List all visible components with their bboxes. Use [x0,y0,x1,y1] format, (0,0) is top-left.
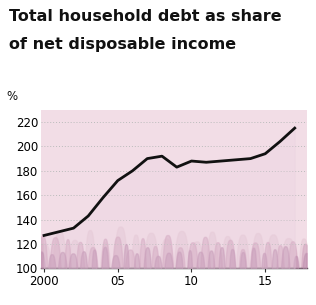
Text: of net disposable income: of net disposable income [9,37,237,52]
Text: Total household debt as share: Total household debt as share [9,9,282,24]
Text: %: % [7,91,18,103]
